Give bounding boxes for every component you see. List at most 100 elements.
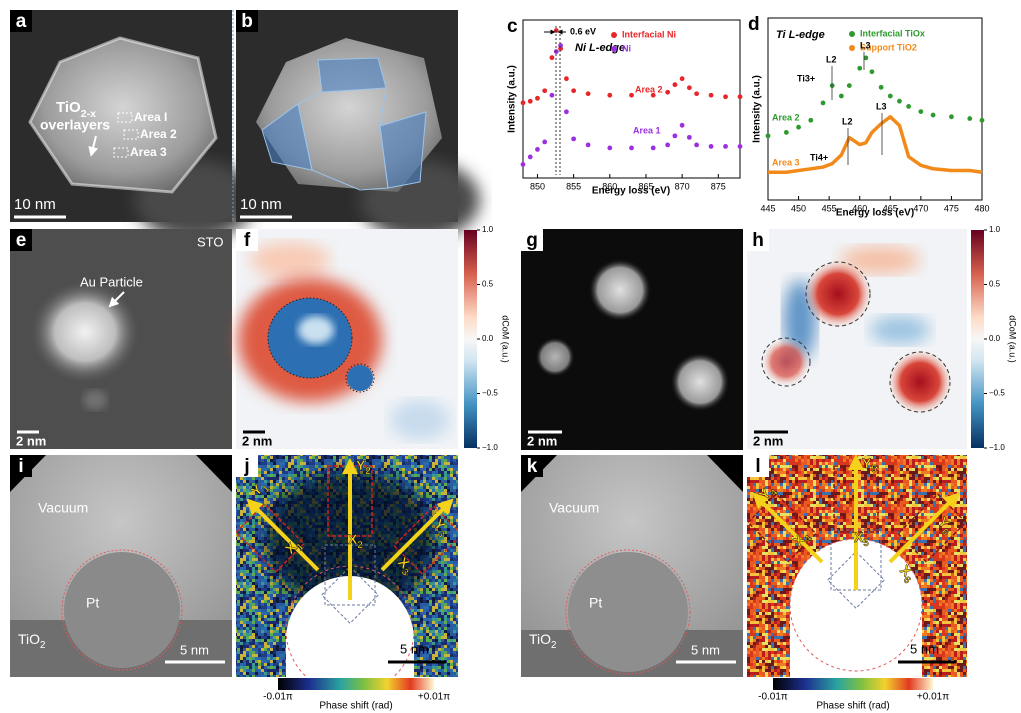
- annotation: Ti4+: [810, 152, 828, 162]
- overlayer-label-main: TiO: [56, 99, 81, 116]
- panel-letter-box: [521, 455, 543, 477]
- y-axis-label-sub: 2: [365, 466, 371, 477]
- data-point: [708, 144, 714, 149]
- panel-letter-box: [236, 229, 258, 251]
- vacuum-label: Vacuum: [38, 500, 88, 516]
- x-tick-label: 475: [944, 203, 959, 213]
- x-axis-label-main: X: [854, 529, 864, 545]
- data-point: [723, 144, 728, 149]
- data-point: [520, 162, 526, 167]
- panel-letter: b: [241, 11, 253, 32]
- colorbar-tick-label: −0.5: [989, 389, 1005, 398]
- data-point: [585, 142, 591, 148]
- data-point: [694, 142, 699, 148]
- phase-min-label: -0.01π: [263, 692, 293, 703]
- y-axis-title: Intensity (a.u.): [507, 65, 518, 133]
- overlayer-label: TiO2-x: [56, 99, 96, 120]
- data-point: [694, 91, 699, 97]
- colorbar-label: dCoM (a.u.): [501, 315, 511, 363]
- data-point: [796, 124, 801, 130]
- colorbar-label: dCoM (a.u.): [1008, 315, 1018, 363]
- panel-letter: d: [748, 14, 760, 35]
- support-label-sub: 2: [40, 640, 45, 651]
- legend-label: Interfacial TiOx: [860, 28, 925, 38]
- panel-letter-box: [236, 455, 258, 477]
- phase-colorbar: [773, 678, 933, 690]
- data-point: [857, 65, 863, 71]
- data-point: [765, 133, 771, 139]
- series-label: Area 2: [635, 84, 663, 94]
- data-point: [564, 109, 569, 115]
- panel-letter: g: [526, 230, 538, 251]
- data-point: [672, 82, 678, 88]
- data-point: [585, 91, 591, 97]
- x-tick-label: 850: [530, 181, 545, 191]
- data-point: [737, 144, 743, 149]
- data-point: [571, 136, 577, 142]
- annotation: L3: [876, 101, 887, 111]
- phase-min-label: -0.01π: [758, 692, 788, 703]
- panel-letter-box: [521, 229, 543, 251]
- data-point: [527, 98, 533, 104]
- panel-e-image: [10, 229, 232, 449]
- phase-bar-label: Phase shift (rad): [816, 701, 889, 712]
- panel-letter: f: [244, 230, 251, 251]
- overlayer-label: overlayers: [40, 117, 110, 133]
- x-tick-label: 445: [760, 203, 775, 213]
- data-point: [542, 139, 548, 145]
- panel-letter-box: [747, 455, 769, 477]
- phase-max-label: +0.01π: [418, 692, 450, 703]
- colorbar-tick-label: 1.0: [989, 225, 1001, 234]
- x-axis-label: X5: [854, 529, 869, 549]
- x-axis-label-main: X: [348, 531, 358, 547]
- legend-label: Ni: [622, 43, 631, 53]
- data-point: [665, 142, 671, 148]
- panel-k-image: [521, 455, 743, 677]
- x-axis-label-sub: 2: [357, 540, 363, 551]
- data-point: [783, 130, 789, 135]
- scale-bar-label: 10 nm: [240, 196, 282, 213]
- panel-letter: i: [18, 456, 23, 477]
- legend-label: Support TiO2: [860, 42, 917, 52]
- phase-bar-label: Phase shift (rad): [319, 701, 392, 712]
- area-label: Area 2: [140, 127, 177, 141]
- x-axis-label-sub: 5: [863, 538, 869, 549]
- x-tick-label: 460: [852, 203, 867, 213]
- data-point: [808, 117, 814, 123]
- annotation: L2: [842, 116, 853, 126]
- particle-label: Pt: [86, 595, 99, 611]
- particle-label: Pt: [589, 595, 602, 611]
- area-label: Area I: [134, 110, 167, 124]
- data-point: [549, 92, 555, 98]
- x-tick-label: 480: [974, 203, 989, 213]
- data-point: [558, 43, 564, 48]
- data-point: [549, 55, 555, 61]
- y-axis-label: Y2: [356, 457, 371, 477]
- panel-letter: k: [527, 456, 538, 477]
- data-point: [708, 92, 714, 98]
- colorbar-tick-label: 0.0: [989, 334, 1001, 343]
- scale-bar-label: 2 nm: [527, 433, 557, 448]
- panel-g-image: [521, 229, 743, 450]
- x-tick-label: 450: [791, 203, 806, 213]
- data-point: [665, 89, 671, 95]
- colorbar-tick-label: −1.0: [482, 443, 498, 452]
- panel-b-image: [236, 10, 480, 240]
- y-axis-label-sub: 5: [871, 464, 877, 475]
- data-point: [629, 92, 634, 98]
- annotation: L3: [860, 40, 871, 50]
- panel-a-image: [10, 10, 255, 240]
- support-label: TiO2: [18, 631, 46, 651]
- x-tick-label: 470: [913, 203, 928, 213]
- panel-letter: e: [16, 230, 27, 251]
- colorbar-tick-label: −0.5: [482, 389, 498, 398]
- data-point: [650, 145, 656, 151]
- panel-letter-box: [10, 455, 32, 477]
- scale-bar-label: 10 nm: [14, 196, 56, 213]
- support-label-sub: 2: [551, 640, 556, 651]
- data-point: [887, 93, 893, 99]
- colorbar-tick-label: 1.0: [482, 225, 494, 234]
- annotation: Ti3+: [797, 73, 815, 83]
- annotation: 0.6 eV: [570, 26, 596, 36]
